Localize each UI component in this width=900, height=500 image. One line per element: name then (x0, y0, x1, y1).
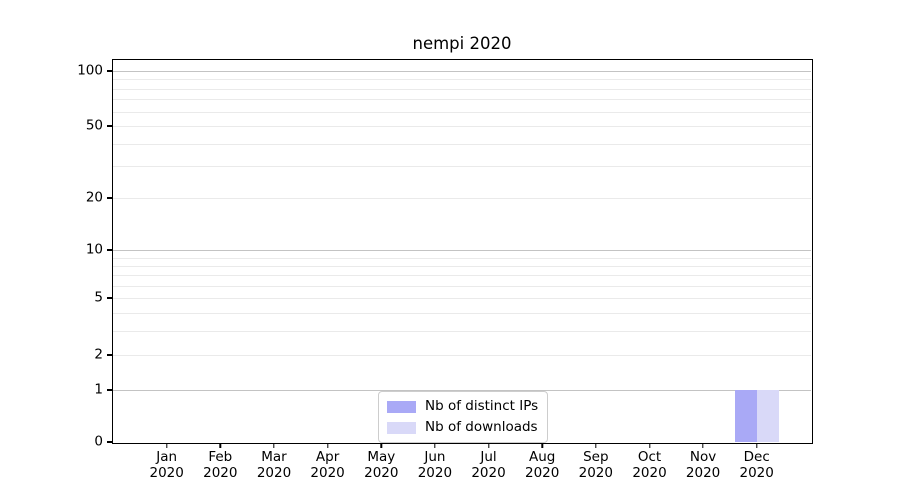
x-axis-tick (273, 443, 275, 448)
x-tick-month: Jan (156, 449, 178, 465)
y-axis-tick-label: 10 (85, 241, 103, 258)
gridline-minor (113, 79, 811, 81)
axes-frame (111, 58, 813, 444)
x-axis-tick-label: Mar 2020 (256, 449, 292, 481)
x-tick-year: 2020 (364, 464, 399, 481)
x-axis-tick (165, 443, 168, 448)
x-axis-tick-label: Nov 2020 (685, 449, 721, 481)
x-axis-tick-label: Feb 2020 (203, 449, 238, 481)
y-axis-tick (107, 70, 112, 72)
gridline-minor (113, 99, 811, 101)
x-tick-month: Aug (528, 449, 556, 465)
x-axis-tick (219, 443, 221, 448)
x-axis-tick (380, 443, 382, 448)
x-tick-month: Jun (424, 449, 446, 465)
gridline-minor (113, 313, 811, 314)
gridline-minor (113, 355, 811, 356)
x-axis-tick (702, 443, 704, 448)
y-axis-tick-label: 50 (85, 117, 103, 134)
gridline-minor (113, 331, 811, 333)
x-tick-year: 2020 (203, 464, 238, 481)
x-axis-tick (541, 443, 543, 448)
x-axis-tick-label: Aug 2020 (525, 449, 560, 481)
gridline-minor (113, 88, 811, 90)
x-axis-tick-label: Jan 2020 (149, 449, 184, 481)
x-tick-year: 2020 (149, 464, 184, 481)
x-tick-month: Jul (480, 449, 497, 465)
x-tick-year: 2020 (417, 464, 453, 481)
chart-title: nempi 2020 (412, 34, 512, 53)
x-tick-year: 2020 (632, 464, 667, 481)
gridline-minor (113, 111, 811, 113)
x-tick-month: Apr (315, 449, 340, 465)
x-axis-tick (595, 443, 597, 448)
x-tick-year: 2020 (739, 464, 774, 481)
x-axis-tick-label: Jun 2020 (417, 449, 453, 481)
y-axis-tick (107, 249, 112, 251)
y-axis-tick-label: 20 (85, 189, 103, 206)
x-tick-year: 2020 (578, 464, 613, 481)
x-tick-month: Dec (743, 449, 770, 465)
x-tick-month: May (367, 449, 396, 465)
x-tick-month: Oct (637, 449, 662, 465)
x-axis-tick-label: May 2020 (364, 449, 399, 481)
y-axis-tick-label: 1 (94, 381, 103, 398)
plot-area: 0 1 2 5 10 20 50 100 Jan 2020 Feb 2020 Mar 2020 Apr 202… (77, 58, 813, 480)
legend-swatch-distinct-ips-icon (387, 400, 416, 413)
y-axis-tick (107, 354, 112, 356)
gridline-minor (113, 275, 811, 277)
gridline-minor (113, 143, 811, 145)
x-axis-tick (434, 443, 436, 448)
gridline-major (113, 250, 811, 251)
x-tick-year: 2020 (471, 464, 506, 481)
bar-distinct-ips (734, 390, 757, 442)
x-tick-year: 2020 (256, 464, 292, 481)
x-tick-month: Sep (583, 449, 609, 465)
x-tick-year: 2020 (525, 464, 560, 481)
legend-entry-downloads: Nb of downloads (387, 419, 538, 436)
y-axis-tick (107, 197, 112, 199)
gridline-major (113, 390, 811, 391)
gridline-major (113, 71, 811, 72)
y-axis-tick-label: 0 (94, 433, 103, 450)
y-axis-tick (107, 297, 112, 299)
x-tick-month: Feb (208, 449, 233, 465)
legend-swatch-downloads-icon (387, 421, 416, 434)
gridline-minor (113, 126, 811, 127)
x-axis-tick (487, 443, 490, 448)
y-axis-tick (107, 441, 112, 443)
x-axis-tick-label: Jul 2020 (471, 449, 506, 481)
x-axis-tick-label: Dec 2020 (739, 449, 774, 481)
legend-label-distinct-ips: Nb of distinct IPs (425, 398, 539, 414)
legend: Nb of distinct IPs Nb of downloads (378, 391, 549, 443)
x-tick-year: 2020 (685, 464, 721, 481)
x-tick-year: 2020 (310, 464, 345, 481)
x-axis-tick (326, 443, 329, 448)
bar-downloads (756, 390, 779, 442)
x-axis-tick-label: Sep 2020 (578, 449, 613, 481)
x-tick-month: Mar (261, 449, 287, 465)
y-axis-tick-label: 2 (94, 346, 103, 363)
x-axis-tick (755, 443, 758, 448)
legend-entry-distinct-ips: Nb of distinct IPs (387, 398, 538, 415)
gridline-minor (113, 285, 811, 287)
gridline-minor (113, 166, 811, 168)
y-axis-tick-label: 100 (77, 62, 103, 79)
gridline-minor (113, 198, 811, 199)
y-axis-tick (107, 389, 112, 391)
y-axis-tick-label: 5 (94, 289, 103, 306)
legend-label-downloads: Nb of downloads (425, 419, 538, 435)
x-axis-tick-label: Oct 2020 (632, 449, 667, 481)
gridline-minor (113, 298, 811, 299)
y-axis-tick (107, 125, 112, 127)
gridline-minor (113, 265, 811, 267)
x-tick-month: Nov (689, 449, 717, 465)
gridline-minor (113, 257, 811, 259)
x-axis-tick (648, 443, 651, 448)
x-axis-tick-label: Apr 2020 (310, 449, 345, 481)
